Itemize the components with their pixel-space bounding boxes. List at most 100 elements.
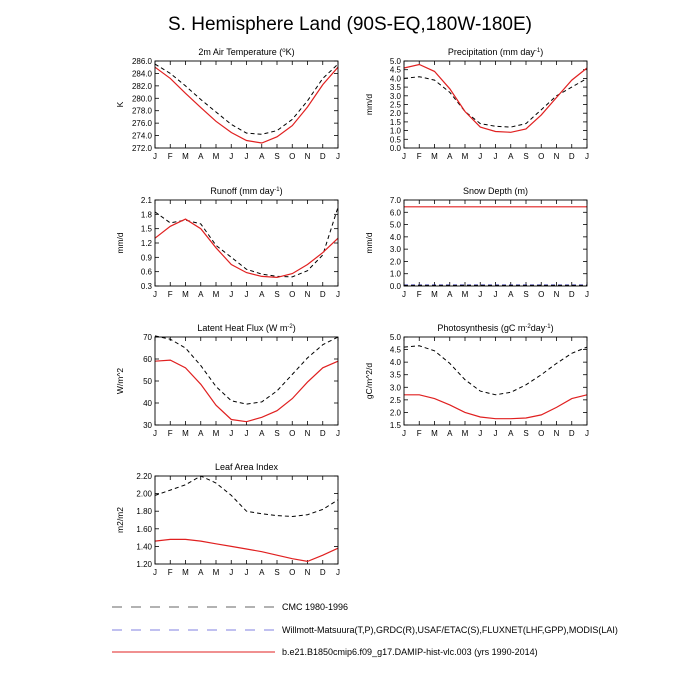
legend-item-1: CMC 1980-1996 — [112, 602, 348, 612]
y-axis-label: K — [115, 101, 125, 107]
x-tick-label: J — [245, 290, 249, 299]
y-tick-label: 3.5 — [390, 83, 402, 92]
x-tick-label: A — [447, 290, 453, 299]
y-tick-label: 3.0 — [390, 383, 402, 392]
x-tick-label: D — [569, 290, 575, 299]
y-tick-label: 280.0 — [132, 94, 153, 103]
series-line-obs — [403, 76, 588, 128]
x-tick-label: J — [245, 568, 249, 577]
y-tick-label: 2.0 — [390, 257, 402, 266]
y-tick-label: 1.0 — [390, 127, 402, 136]
x-tick-label: M — [462, 290, 469, 299]
y-tick-label: 30 — [143, 421, 152, 430]
series-line-model — [154, 66, 339, 144]
plot-frame — [154, 336, 339, 426]
x-tick-label: J — [585, 290, 589, 299]
y-tick-label: 7.0 — [390, 196, 402, 205]
x-tick-label: M — [213, 568, 220, 577]
panel-title: Precipitation (mm day-1) — [448, 47, 543, 57]
y-tick-label: 2.5 — [390, 101, 402, 110]
x-tick-label: N — [554, 429, 560, 438]
y-tick-label: 0.3 — [141, 282, 153, 291]
x-tick-label: N — [554, 152, 560, 161]
series-line-obs — [154, 475, 339, 518]
y-tick-label: 3.0 — [390, 92, 402, 101]
x-tick-label: J — [402, 290, 406, 299]
x-tick-label: J — [153, 568, 157, 577]
y-tick-label: 4.5 — [390, 346, 402, 355]
legend-item-3: b.e21.B1850cmip6.f09_g17.DAMIP-hist-vlc.… — [112, 647, 538, 657]
legend-label: CMC 1980-1996 — [282, 602, 348, 612]
series-line-model — [403, 63, 588, 133]
y-tick-label: 286.0 — [132, 57, 153, 66]
y-tick-label: 2.1 — [141, 196, 153, 205]
x-tick-label: O — [538, 290, 544, 299]
legend: CMC 1980-1996 Willmott-Matsuura(T,P),GRDC… — [112, 602, 618, 657]
y-tick-label: 5.0 — [390, 333, 402, 342]
x-tick-label: S — [274, 290, 279, 299]
x-tick-label: F — [168, 568, 173, 577]
x-tick-label: N — [305, 152, 311, 161]
x-tick-label: S — [274, 152, 279, 161]
plot-frame — [154, 60, 339, 149]
series-line-obs — [403, 345, 588, 396]
plot-frame — [403, 336, 588, 426]
y-tick-label: 4.0 — [390, 233, 402, 242]
x-tick-label: J — [336, 429, 340, 438]
panel-title: 2m Air Temperature (oK) — [198, 47, 294, 57]
legend-label: b.e21.B1850cmip6.f09_g17.DAMIP-hist-vlc.… — [282, 647, 538, 657]
y-tick-label: 1.5 — [390, 421, 402, 430]
x-tick-label: J — [336, 152, 340, 161]
x-tick-label: J — [585, 429, 589, 438]
x-tick-label: M — [182, 290, 189, 299]
x-tick-label: M — [213, 152, 220, 161]
x-tick-label: A — [508, 290, 514, 299]
x-tick-label: J — [229, 429, 233, 438]
x-tick-label: J — [478, 152, 482, 161]
x-tick-label: M — [182, 429, 189, 438]
plot-frame — [403, 199, 588, 287]
y-tick-label: 1.0 — [390, 270, 402, 279]
plot-frame — [154, 199, 339, 287]
y-tick-label: 1.60 — [136, 525, 152, 534]
panel-title: Latent Heat Flux (W m-2) — [197, 323, 295, 333]
plot-frame — [403, 60, 588, 149]
x-tick-label: F — [168, 152, 173, 161]
x-tick-label: A — [447, 152, 453, 161]
x-tick-label: F — [417, 429, 422, 438]
x-tick-label: O — [538, 152, 544, 161]
series-line-model — [404, 394, 588, 420]
panel-title: Photosynthesis (gC m-2day-1) — [437, 323, 553, 333]
x-tick-label: S — [274, 429, 279, 438]
y-tick-label: 1.20 — [136, 560, 152, 569]
x-tick-label: D — [320, 429, 326, 438]
x-tick-label: A — [198, 152, 204, 161]
y-axis-label: mm/d — [115, 232, 125, 254]
x-tick-label: J — [153, 152, 157, 161]
y-tick-label: 274.0 — [132, 132, 153, 141]
y-tick-label: 282.0 — [132, 82, 153, 91]
x-tick-label: F — [168, 290, 173, 299]
chart-panel-5: Latent Heat Flux (W m-2) W/m^2 30 40 50 60 70 J… — [115, 323, 340, 438]
x-tick-label: S — [523, 429, 528, 438]
y-axis-label: W/m^2 — [115, 368, 125, 394]
y-axis-label: mm/d — [364, 232, 374, 254]
x-tick-label: D — [320, 568, 326, 577]
x-tick-label: J — [585, 152, 589, 161]
y-tick-label: 40 — [143, 399, 152, 408]
legend-item-2: Willmott-Matsuura(T,P),GRDC(R),USAF/ETAC… — [112, 625, 618, 635]
y-tick-label: 1.80 — [136, 507, 152, 516]
x-tick-label: J — [245, 152, 249, 161]
panel-title: Leaf Area Index — [215, 462, 279, 472]
x-tick-label: J — [229, 290, 233, 299]
y-tick-label: 60 — [143, 355, 152, 364]
x-tick-label: J — [229, 152, 233, 161]
x-tick-label: F — [168, 429, 173, 438]
figure-title: S. Hemisphere Land (90S-EQ,180W-180E) — [168, 14, 532, 35]
y-axis-label: mm/d — [364, 94, 374, 116]
x-tick-label: A — [198, 568, 204, 577]
x-tick-label: J — [153, 290, 157, 299]
y-tick-label: 1.40 — [136, 542, 152, 551]
x-tick-label: J — [336, 290, 340, 299]
